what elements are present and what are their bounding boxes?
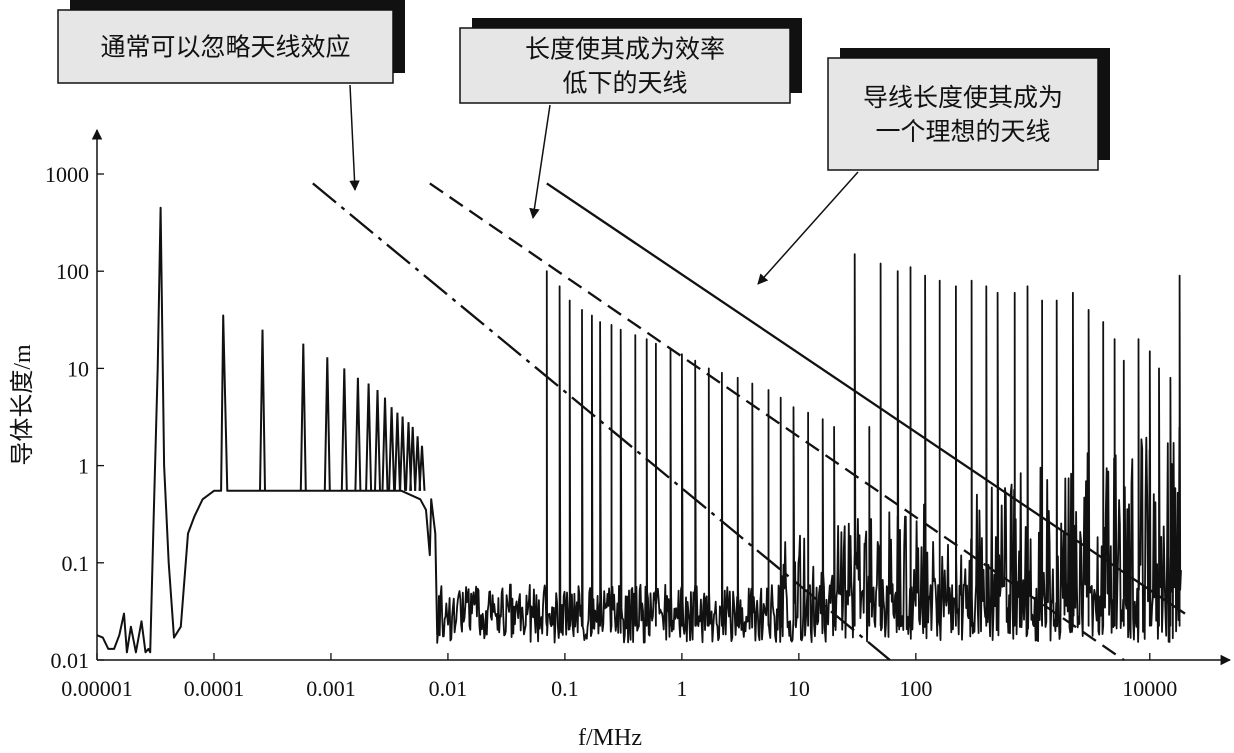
x-tick-label: 0.001 xyxy=(306,676,356,701)
axes: 0.00001 0.0001 0.001 0.01 0.1 1 10 100 10000 0.01… xyxy=(45,128,1232,701)
x-axis-label: f/MHz xyxy=(578,725,642,751)
x-tick-label: 0.01 xyxy=(429,676,468,701)
reference-line-dashed xyxy=(429,182,1125,661)
series-spike xyxy=(418,445,426,491)
y-axis-label: 导体长度/m xyxy=(9,344,36,466)
callout-arrow xyxy=(757,171,859,285)
series-spike xyxy=(354,377,362,491)
x-tick-label: 0.1 xyxy=(551,676,579,701)
y-tick-label: 0.01 xyxy=(51,648,90,673)
callout-text-line: 一个理想的天线 xyxy=(875,117,1050,146)
x-tick-label: 0.00001 xyxy=(61,676,133,701)
series-line-low-frequency xyxy=(96,206,439,654)
x-tick-label: 10 xyxy=(788,676,810,701)
x-tick-label: 1 xyxy=(676,676,687,701)
x-tick-label: 100 xyxy=(899,676,932,701)
series-spike xyxy=(323,357,331,491)
y-tick-label: 10 xyxy=(67,356,89,381)
callout-arrow xyxy=(349,84,360,192)
series-spike xyxy=(259,329,266,491)
plot-area xyxy=(96,206,1182,654)
reference-lines xyxy=(312,182,1186,661)
callout-text-line: 通常可以忽略天线效应 xyxy=(100,33,350,62)
callout-text-line: 导线长度使其成为 xyxy=(863,83,1063,112)
series-spike xyxy=(299,343,307,491)
series-spike xyxy=(393,412,401,491)
y-tick-label: 1000 xyxy=(45,162,89,187)
reference-line-solid xyxy=(546,182,1186,615)
y-tick-label: 100 xyxy=(56,259,89,284)
series-spike xyxy=(374,389,381,491)
y-tick-label: 0.1 xyxy=(62,551,90,576)
x-tick-label: 0.0001 xyxy=(184,676,245,701)
x-tick-label: 10000 xyxy=(1122,676,1177,701)
series-spike xyxy=(388,407,396,491)
reference-line-dash-dot xyxy=(312,182,891,661)
callout-text-line: 长度使其成为效率 xyxy=(525,35,725,64)
series-spike xyxy=(381,397,389,491)
series-spike xyxy=(340,368,348,491)
series-line-high-frequency xyxy=(436,253,1182,644)
callout-arrow xyxy=(529,104,551,220)
series-spike xyxy=(365,383,373,491)
series-spike xyxy=(409,426,417,491)
callout-negligible-antenna-effect: 通常可以忽略天线效应 xyxy=(57,0,405,192)
series-spike xyxy=(399,416,407,491)
y-tick-label: 1 xyxy=(78,454,89,479)
callout-text-line: 低下的天线 xyxy=(562,69,687,98)
series-spike xyxy=(414,436,422,491)
